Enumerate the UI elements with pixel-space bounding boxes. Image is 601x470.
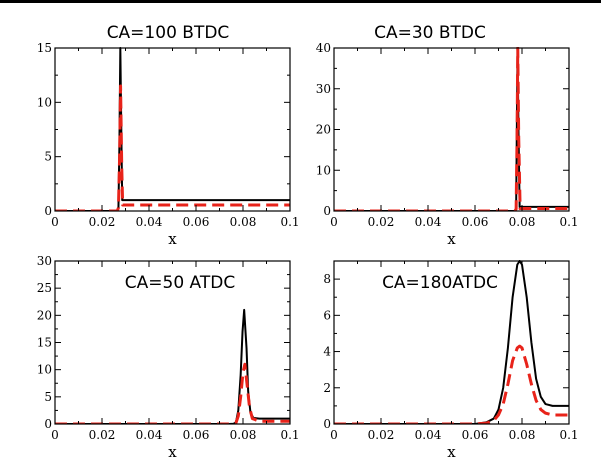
x-tick-label: 0.06 xyxy=(183,428,210,442)
y-tick-label: 5 xyxy=(44,150,52,164)
x-tick-label: 0.02 xyxy=(89,215,116,229)
y-tick-label: 2 xyxy=(323,381,331,395)
y-tick-label: 25 xyxy=(37,281,52,295)
x-tick-label: 0.02 xyxy=(89,428,116,442)
x-tick-label: 0 xyxy=(330,428,338,442)
x-tick-label: 0.02 xyxy=(368,428,395,442)
y-tick-label: 20 xyxy=(316,123,331,137)
x-tick-label: 0.04 xyxy=(136,215,163,229)
x-tick-label: 0 xyxy=(51,215,59,229)
x-tick-label: 0.04 xyxy=(415,215,442,229)
x-tick-label: 0.06 xyxy=(183,215,210,229)
series-dashed-red-line xyxy=(334,47,569,211)
y-tick-label: 6 xyxy=(323,308,331,322)
x-tick-label: 0.1 xyxy=(559,428,578,442)
y-tick-label: 0 xyxy=(323,417,331,431)
chart-panel-3: CA=50 ATDC 0 0.02 0.04 0.06 0.08 0.1 0 5 10 15 20 25… xyxy=(37,254,300,461)
series-solid-black-line xyxy=(55,47,290,211)
figure-top-rule xyxy=(0,0,601,3)
series-dashed-red-line xyxy=(55,84,290,211)
y-tick-label: 0 xyxy=(44,204,52,218)
x-tick-label: 0.08 xyxy=(509,428,536,442)
y-tick-label: 5 xyxy=(44,390,52,404)
x-tick-label: 0.02 xyxy=(368,215,395,229)
x-tick-label: 0 xyxy=(330,215,338,229)
y-tick-label: 8 xyxy=(323,272,331,286)
y-tick-label: 15 xyxy=(37,41,52,55)
chart-title: CA=180ATDC xyxy=(382,273,498,293)
y-tick-label: 10 xyxy=(37,363,52,377)
chart-title: CA=50 ATDC xyxy=(125,273,235,293)
chart-panel-1: CA=100 BTDC 0 0.02 0.04 0.06 0.08 0.1 0 5 10 15 x xyxy=(37,23,300,248)
series-solid-black-line xyxy=(334,47,569,211)
series-dashed-red-line xyxy=(334,344,569,424)
x-axis-label: x xyxy=(447,230,456,248)
x-axis-label: x xyxy=(168,443,177,461)
y-tick-label: 10 xyxy=(37,95,52,109)
chart-panel-2: CA=30 BTDC 0 0.02 0.04 0.06 0.08 0.1 0 10 20 30 40 x xyxy=(316,23,579,248)
x-tick-label: 0.08 xyxy=(509,215,536,229)
x-tick-label: 0.04 xyxy=(415,428,442,442)
series-solid-black-line xyxy=(55,308,290,424)
x-axis-label: x xyxy=(447,443,456,461)
y-tick-label: 0 xyxy=(44,417,52,431)
x-tick-label: 0.1 xyxy=(280,215,299,229)
x-tick-label: 0.1 xyxy=(559,215,578,229)
y-tick-label: 30 xyxy=(37,254,52,268)
plot-frame xyxy=(333,47,570,212)
chart-title: CA=100 BTDC xyxy=(107,23,230,43)
x-tick-label: 0.06 xyxy=(462,215,489,229)
y-tick-label: 15 xyxy=(37,336,52,350)
y-tick-label: 4 xyxy=(323,345,331,359)
chart-title: CA=30 BTDC xyxy=(374,23,486,43)
y-tick-label: 0 xyxy=(323,204,331,218)
x-tick-label: 0.08 xyxy=(230,428,257,442)
y-tick-label: 40 xyxy=(316,41,331,55)
series-dashed-red-line xyxy=(55,362,290,424)
x-tick-label: 0 xyxy=(51,428,59,442)
y-tick-label: 30 xyxy=(316,82,331,96)
x-tick-label: 0.1 xyxy=(280,428,299,442)
y-tick-label: 10 xyxy=(316,163,331,177)
chart-panel-4: CA=180ATDC 0 0.02 0.04 0.06 0.08 0.1 0 2 4 6 8 x xyxy=(323,260,579,461)
x-tick-label: 0.06 xyxy=(462,428,489,442)
y-tick-label: 20 xyxy=(37,308,52,322)
series-solid-black-line xyxy=(334,260,569,424)
plot-frame xyxy=(54,47,291,212)
x-axis-label: x xyxy=(168,230,177,248)
x-tick-label: 0.04 xyxy=(136,428,163,442)
x-tick-label: 0.08 xyxy=(230,215,257,229)
